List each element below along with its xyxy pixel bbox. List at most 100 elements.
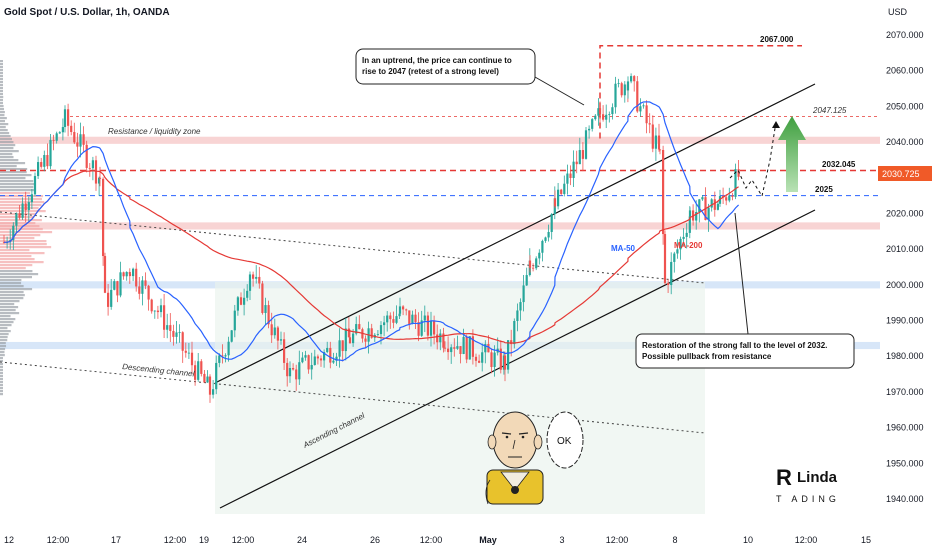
candle-body xyxy=(248,274,252,291)
logo-text-trading: T ADING xyxy=(776,494,840,504)
candle-body xyxy=(663,234,667,284)
time-axis[interactable]: 12 12:00 17 12:00 19 12:00 24 26 12:00 May 3 12:00 8… xyxy=(0,528,932,550)
candle-body xyxy=(58,132,61,134)
volume-profile-bar xyxy=(0,381,3,384)
volume-profile-bar xyxy=(0,66,3,69)
volume-profile-bar xyxy=(0,150,19,153)
candle-body xyxy=(471,336,474,357)
candle-body xyxy=(70,125,73,133)
candle-body xyxy=(636,81,639,112)
volume-profile-bar xyxy=(0,141,14,144)
candle-body xyxy=(110,289,113,307)
candle-body xyxy=(648,123,651,125)
volume-profile-bar xyxy=(0,129,8,132)
candle-body xyxy=(24,203,27,211)
candle-body xyxy=(370,328,373,338)
candle-body xyxy=(426,315,429,336)
time-tick-label: 19 xyxy=(199,535,209,545)
candle-body xyxy=(602,114,605,120)
level-label-2047: 2047.125 xyxy=(812,106,847,115)
volume-profile-bar xyxy=(0,171,27,174)
candle-body xyxy=(304,355,307,358)
time-tick-label: 15 xyxy=(861,535,871,545)
candle-body xyxy=(450,347,453,353)
candle-body xyxy=(414,314,417,323)
price-tick-label: 2040.000 xyxy=(886,137,924,147)
volume-profile-bar xyxy=(0,135,11,138)
candle-body xyxy=(728,195,731,201)
projection-path xyxy=(729,121,777,198)
volume-profile-bar xyxy=(0,228,43,231)
candle-body xyxy=(246,290,249,298)
volume-profile-bar xyxy=(0,60,3,63)
candle-body xyxy=(46,155,49,167)
volume-profile-bar xyxy=(0,255,32,258)
candle-body xyxy=(116,281,119,296)
volume-profile-bar xyxy=(0,390,3,393)
candle-body xyxy=(519,302,522,311)
candle-body xyxy=(516,310,519,322)
volume-profile-bar xyxy=(0,186,34,189)
candle-body xyxy=(344,328,347,352)
candle-body xyxy=(347,328,350,338)
candle-body xyxy=(261,283,264,313)
volume-profile-bar xyxy=(0,333,9,336)
volume-profile-bar xyxy=(0,90,3,93)
candle-body xyxy=(49,139,52,167)
candle-body xyxy=(688,216,691,233)
candle-body xyxy=(710,199,713,208)
candle-body xyxy=(645,105,648,124)
volume-profile-bar xyxy=(0,372,3,375)
candle-body xyxy=(630,76,633,82)
candle-body xyxy=(119,272,122,296)
volume-profile-bar xyxy=(0,387,3,390)
candle-body xyxy=(200,361,203,374)
volume-profile-bar xyxy=(0,84,3,87)
volume-profile-bar xyxy=(0,312,20,315)
volume-profile-bar xyxy=(0,198,42,201)
ascending-channel-top xyxy=(214,83,816,384)
candle-body xyxy=(481,352,484,363)
cartoon-character-image xyxy=(485,411,544,505)
time-tick-label: 24 xyxy=(297,535,307,545)
candle-body xyxy=(79,134,82,147)
volume-profile-bar xyxy=(0,324,12,327)
volume-profile-bar xyxy=(0,285,24,288)
candle-body xyxy=(295,369,298,380)
candle-body xyxy=(478,360,481,363)
price-axis[interactable]: USD 2070.000 2060.000 2050.000 2040.000 2030… xyxy=(878,0,932,528)
candle-body xyxy=(21,203,24,218)
candle-body xyxy=(103,255,107,293)
volume-profile-bar xyxy=(0,273,39,276)
candle-body xyxy=(184,350,187,353)
candle-body xyxy=(560,189,563,194)
candle-body xyxy=(597,108,600,116)
speech-text: OK xyxy=(557,436,572,447)
volume-profile-bar xyxy=(0,105,4,108)
candle-body xyxy=(55,133,58,141)
volume-profile-bar xyxy=(0,69,3,72)
candle-body xyxy=(52,139,55,141)
volume-profile-bar xyxy=(0,144,16,147)
candle-body xyxy=(147,285,150,300)
volume-profile-bar xyxy=(0,117,7,120)
candle-body xyxy=(442,333,445,348)
volume-profile-bar xyxy=(0,87,3,90)
ascending-channel-bottom xyxy=(219,209,816,509)
candle-body xyxy=(572,161,575,178)
brand-logo: R Linda T ADING xyxy=(776,465,840,504)
candle-body xyxy=(716,203,719,210)
candle-body xyxy=(605,114,608,120)
volume-profile-bar xyxy=(0,162,26,165)
candle-body xyxy=(725,197,728,201)
candle-body xyxy=(33,176,37,195)
candle-body xyxy=(288,368,292,377)
volume-profile-bar xyxy=(0,270,33,273)
price-tick-label: 1970.000 xyxy=(886,387,924,397)
candle-body xyxy=(676,249,679,254)
candle-body xyxy=(279,339,283,341)
chart-title: Gold Spot / U.S. Dollar, 1h, OANDA xyxy=(4,7,170,18)
volume-profile-bar xyxy=(0,342,6,345)
time-tick-label: 12:00 xyxy=(420,535,443,545)
